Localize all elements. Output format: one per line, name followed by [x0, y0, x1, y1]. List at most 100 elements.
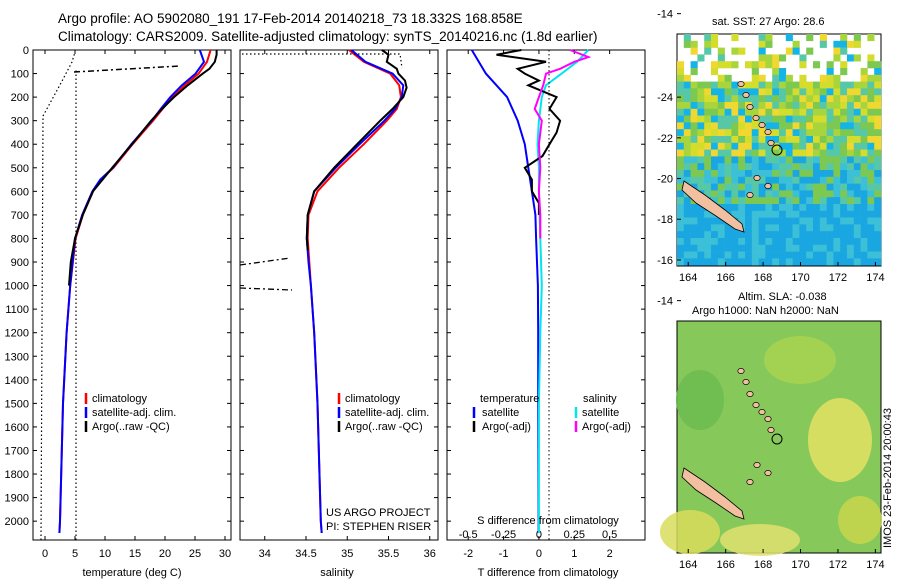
- sst-cell: [683, 231, 691, 239]
- sst-cell: [717, 176, 725, 184]
- sst-cell: [738, 142, 746, 150]
- sst-cell: [683, 81, 691, 89]
- sst-cell: [792, 102, 800, 110]
- sst-cell: [779, 136, 787, 144]
- sst-cell: [799, 156, 807, 164]
- sst-cell: [840, 122, 848, 130]
- sst-cell: [819, 217, 827, 225]
- sst-cell: [867, 238, 875, 246]
- sst-cell: [779, 122, 787, 130]
- sst-cell: [840, 231, 848, 239]
- sst-cell: [751, 122, 759, 130]
- sst-cell: [860, 231, 868, 239]
- sst-cell: [779, 163, 787, 171]
- sst-cell: [683, 156, 691, 164]
- sst-cell: [724, 231, 732, 239]
- sst-cell: [690, 47, 698, 55]
- sst-cell: [704, 149, 712, 157]
- project-credit: US ARGO PROJECT: [326, 507, 431, 519]
- sst-cell: [683, 142, 691, 150]
- sst-cell: [792, 204, 800, 212]
- sst-cell: [683, 102, 691, 110]
- sst-cell: [697, 183, 705, 191]
- legend-label-climatology: climatology: [92, 393, 148, 405]
- sst-cell: [840, 115, 848, 123]
- sst-cell: [779, 88, 787, 96]
- sst-cell: [792, 156, 800, 164]
- sst-cell: [772, 81, 780, 89]
- sst-cell: [772, 244, 780, 252]
- sst-cell: [813, 210, 821, 218]
- sst-cell: [765, 88, 773, 96]
- sst-cell: [819, 34, 827, 42]
- sst-cell: [731, 136, 739, 144]
- sst-cell: [772, 217, 780, 225]
- sst-cell: [806, 238, 814, 246]
- sst-cell: [683, 258, 691, 266]
- sst-cell: [731, 156, 739, 164]
- sst-cell: [683, 129, 691, 137]
- sst-cell: [853, 238, 861, 246]
- sst-cell: [717, 197, 725, 205]
- sst-argo-position-marker: [771, 144, 783, 156]
- salinity-x-tick-label: 34.5: [295, 548, 316, 560]
- sst-map-title: sat. SST: 27 Argo: 28.6: [712, 16, 825, 28]
- sst-cell: [779, 224, 787, 232]
- sst-cell: [745, 61, 753, 69]
- sst-cell: [874, 204, 882, 212]
- sst-cell: [765, 61, 773, 69]
- sst-cell: [826, 244, 834, 252]
- sst-cell: [711, 68, 719, 76]
- sst-cell: [704, 210, 712, 218]
- sst-cell: [840, 224, 848, 232]
- sst-cell: [792, 136, 800, 144]
- sst-cell: [799, 95, 807, 103]
- sst-cell: [792, 244, 800, 252]
- difference-x-tick-label: -1: [499, 548, 509, 560]
- sst-cell: [867, 163, 875, 171]
- sst-cell: [697, 136, 705, 144]
- sst-cell: [853, 190, 861, 198]
- s-difference-tick-label: 0: [536, 529, 542, 541]
- sst-cell: [731, 176, 739, 184]
- sst-cell: [717, 95, 725, 103]
- sst-map-island: [753, 175, 761, 181]
- sst-cell: [683, 244, 691, 252]
- sst-cell: [833, 54, 841, 62]
- sst-cell: [772, 129, 780, 137]
- sst-cell: [731, 210, 739, 218]
- sst-cell: [840, 34, 848, 42]
- sst-cell: [860, 122, 868, 130]
- sst-cell: [819, 40, 827, 48]
- sst-cell: [874, 251, 882, 259]
- sst-cell: [813, 163, 821, 171]
- sst-cell: [758, 81, 766, 89]
- sst-cell: [745, 210, 753, 218]
- sst-cell: [813, 238, 821, 246]
- sst-cell: [717, 61, 725, 69]
- title-line-1: Argo profile: AO 5902080_191 17-Feb-2014…: [58, 11, 523, 26]
- sst-cell: [819, 88, 827, 96]
- sst-cell: [867, 136, 875, 144]
- sst-cell: [826, 231, 834, 239]
- s-difference-tick-label: 0.5: [602, 529, 617, 541]
- sst-cell: [806, 34, 814, 42]
- sst-map-lon-tick-label: 174: [866, 272, 884, 284]
- sst-cell: [731, 231, 739, 239]
- sst-cell: [874, 163, 882, 171]
- sst-cell: [704, 122, 712, 130]
- sst-cell: [738, 47, 746, 55]
- sst-cell: [813, 115, 821, 123]
- sst-cell: [813, 244, 821, 252]
- sst-cell: [711, 183, 719, 191]
- sst-cell: [738, 108, 746, 116]
- sst-cell: [745, 258, 753, 266]
- sst-cell: [874, 224, 882, 232]
- sst-cell: [792, 88, 800, 96]
- sst-cell: [772, 74, 780, 82]
- sst-cell: [833, 190, 841, 198]
- sst-cell: [806, 231, 814, 239]
- sst-cell: [751, 210, 759, 218]
- sst-cell: [813, 156, 821, 164]
- sst-cell: [758, 54, 766, 62]
